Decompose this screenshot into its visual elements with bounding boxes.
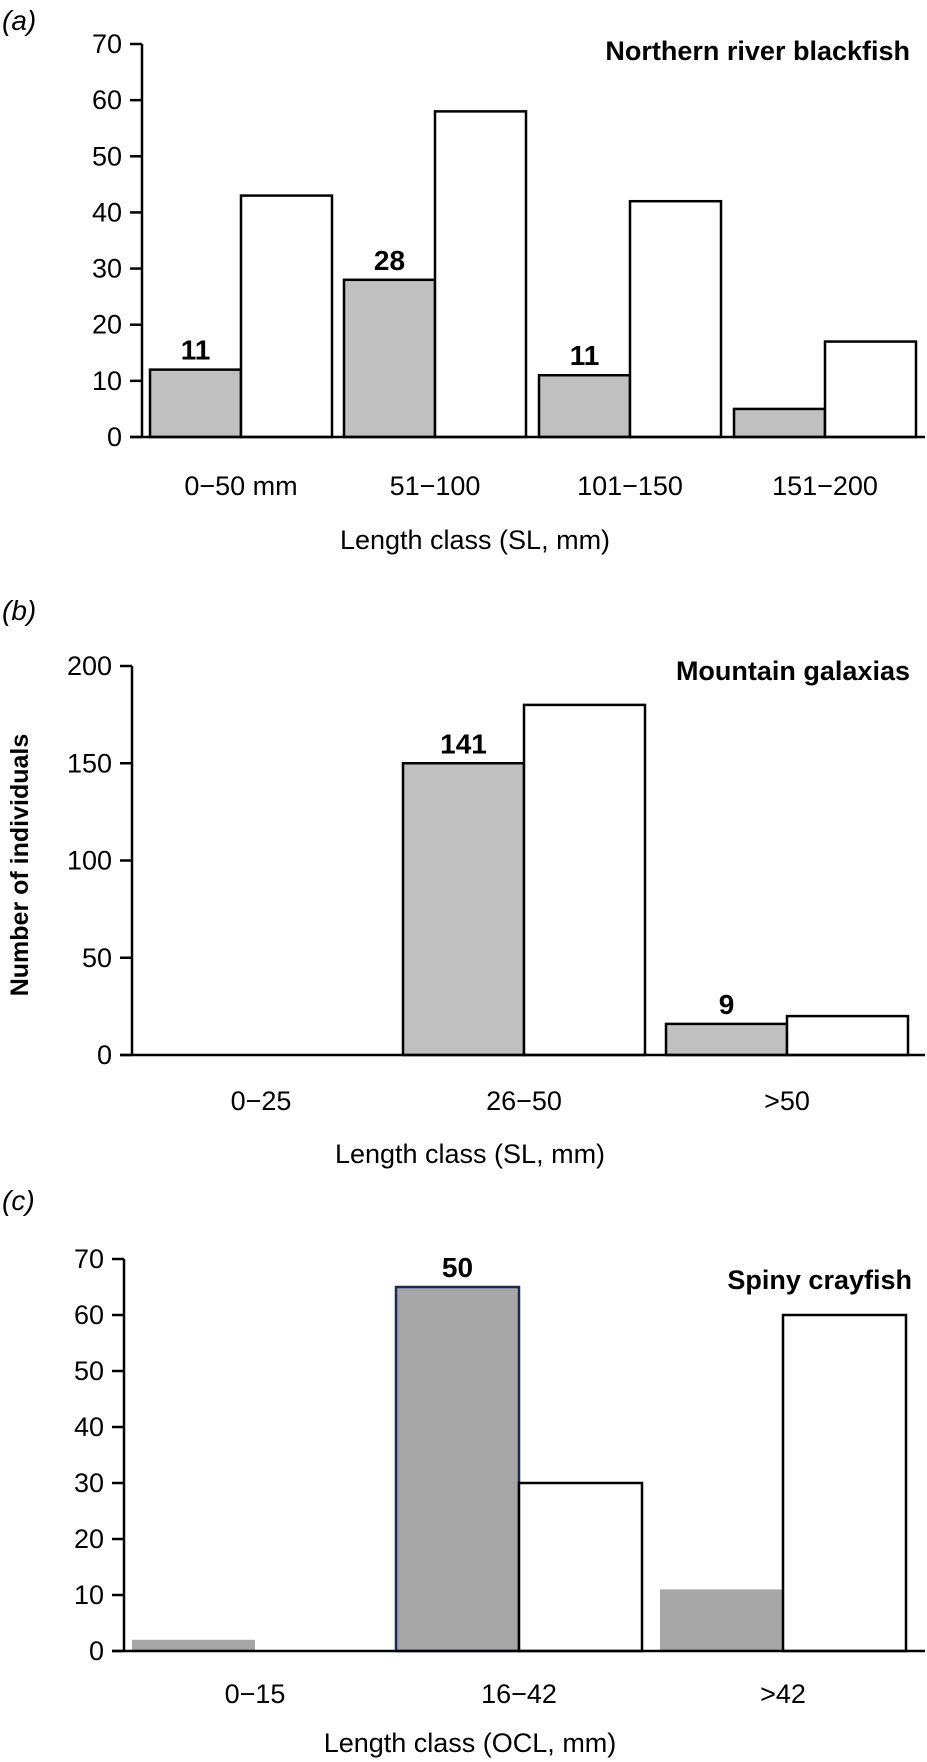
panel-c-category-label-2: >42 [760,1679,806,1709]
panel-a-category-label-3: 151−200 [772,471,878,501]
panel-a-ytick-label-5: 50 [92,141,122,171]
panel-c-ytick-label-7: 70 [74,1244,104,1274]
panel-c-xlabel: Length class (OCL, mm) [324,1728,617,1758]
panel-a-category-label-2: 101−150 [577,471,683,501]
panel-c-bar-gray-1 [394,1285,521,1653]
panel-c-ytick-label-5: 50 [74,1356,104,1386]
panel-b-bar-white-2 [785,1014,910,1057]
panel-b-xlabel: Length class (SL, mm) [335,1139,605,1169]
panel-c-bar-gray-0 [132,1639,255,1651]
panel-a-ytick-label-2: 20 [92,310,122,340]
panel-b-bar-white-1 [522,703,647,1057]
panel-b: (b) Mountain galaxias Number of individu… [2,595,925,1169]
panel-c-ytick-label-0: 0 [89,1636,104,1666]
panel-c-plot: 50 0 10 20 30 40 50 60 70 0−15 16−42 >42 [74,1244,925,1709]
panel-c-ytick-label-2: 20 [74,1524,104,1554]
panel-a: (a) Northern river blackfish Length clas… [2,5,925,555]
panel-a-bar-gray-0 [148,368,243,439]
panel-a-data-label-2: 11 [570,340,600,371]
panel-b-ytick-label-0: 0 [97,1040,112,1070]
panel-a-bar-white-0 [239,194,334,439]
panel-b-title: Mountain galaxias [676,656,910,686]
panel-b-bar-gray-2 [664,1022,789,1057]
panel-b-label: (b) [2,595,36,626]
panel-a-label: (a) [2,5,36,36]
panel-c-data-label-1: 50 [442,1252,473,1283]
panel-b-data-label-2: 9 [719,989,735,1020]
panel-b-category-label-2: >50 [764,1086,810,1116]
panel-a-ytick-label-0: 0 [107,422,122,452]
panel-a-ytick-label-6: 60 [92,85,122,115]
panel-a-title: Northern river blackfish [605,36,910,66]
panel-c-category-label-0: 0−15 [225,1679,286,1709]
panel-a-ytick-label-1: 10 [92,366,122,396]
panel-a-category-label-1: 51−100 [390,471,481,501]
panel-c-bar-gray-2 [660,1589,783,1651]
panel-c: (c) Spiny crayfish Length class (OCL, mm… [2,1185,925,1758]
panel-b-ytick-label-3: 150 [67,748,112,778]
panel-b-bar-gray-1 [401,762,526,1057]
panel-a-bar-gray-3 [732,407,827,439]
panel-a-ytick-label-4: 40 [92,197,122,227]
panel-a-ytick-label-7: 70 [92,29,122,59]
panel-c-bar-white-2 [781,1313,908,1653]
panel-c-category-label-1: 16−42 [481,1679,557,1709]
panel-a-bar-white-3 [823,340,918,439]
panel-a-bar-white-1 [433,110,528,439]
panel-a-xlabel: Length class (SL, mm) [340,525,610,555]
panel-a-category-label-0: 0−50 mm [184,471,297,501]
panel-b-ytick-label-4: 200 [67,651,112,681]
panel-b-plot: 141 9 0 50 100 150 200 0−25 26−50 >50 [67,651,925,1116]
panel-a-data-label-0: 11 [181,335,211,366]
panel-a-data-label-1: 28 [374,245,405,276]
panel-c-ytick-label-4: 40 [74,1412,104,1442]
panel-c-title: Spiny crayfish [727,1265,912,1295]
panel-a-bar-gray-2 [537,373,632,439]
panel-b-category-label-0: 0−25 [231,1086,292,1116]
panel-b-ytick-label-2: 100 [67,846,112,876]
panel-a-bar-gray-1 [342,278,437,439]
panel-b-data-label-1: 141 [440,728,487,759]
panel-a-ytick-label-3: 30 [92,254,122,284]
panel-c-label: (c) [2,1185,35,1216]
panel-c-ytick-label-1: 10 [74,1580,104,1610]
panel-b-ylabel: Number of individuals [6,734,34,997]
panel-a-bar-white-2 [628,199,723,439]
panel-a-plot: 11 28 11 0 10 20 30 40 50 60 70 0−50 mm 51−100 101−15… [92,29,925,501]
panel-c-bar-white-1 [517,1481,644,1653]
panel-c-ytick-label-3: 30 [74,1468,104,1498]
panel-b-ytick-label-1: 50 [82,943,112,973]
panel-b-category-label-1: 26−50 [486,1086,562,1116]
panel-c-ytick-label-6: 60 [74,1300,104,1330]
